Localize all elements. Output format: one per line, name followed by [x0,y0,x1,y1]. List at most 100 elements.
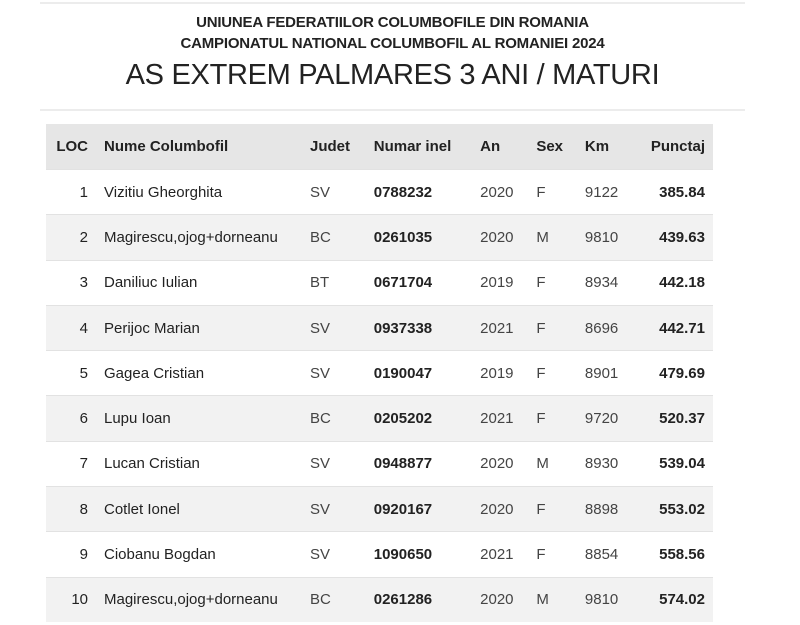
header-divider [40,109,745,111]
results-table: LOC Nume Columbofil Judet Numar inel An … [46,124,713,622]
cell-km: 9720 [576,395,634,442]
cell-judet: BC [302,214,366,261]
cell-inel: 0788232 [365,168,473,215]
cell-an: 2019 [472,350,529,396]
cell-an: 2020 [472,486,529,532]
cell-km: 9122 [576,168,634,215]
cell-punctaj: 439.63 [633,214,713,261]
cell-an: 2021 [472,304,529,351]
cell-loc: 2 [46,214,96,261]
cell-sex: M [528,440,577,487]
table-row: 6 Lupu Ioan BC 0205202 2021 F 9720 520.37 [46,395,713,442]
cell-loc: 4 [46,304,96,351]
cell-inel: 0937338 [365,304,473,351]
championship-name: CAMPIONATUL NATIONAL COLUMBOFIL AL ROMAN… [180,35,605,52]
cell-km: 9810 [576,576,634,622]
cell-judet: SV [302,350,366,396]
cell-km: 8930 [576,440,634,487]
cell-judet: SV [302,168,366,215]
cell-punctaj: 479.69 [633,350,713,396]
cell-punctaj: 385.84 [633,168,713,215]
col-punctaj: Punctaj [633,124,713,170]
col-judet: Judet [302,124,366,170]
cell-sex: F [528,304,577,351]
cell-name: Magirescu,ojog+dorneanu [96,576,302,622]
cell-loc: 6 [46,395,96,442]
cell-name: Magirescu,ojog+dorneanu [96,214,302,261]
cell-inel: 0671704 [365,259,473,306]
cell-sex: F [528,531,577,578]
col-sex: Sex [528,124,577,170]
cell-loc: 8 [46,486,96,532]
cell-loc: 1 [46,168,96,215]
cell-name: Ciobanu Bogdan [96,531,302,578]
cell-judet: BC [302,576,366,622]
cell-sex: M [528,576,577,622]
cell-name: Lucan Cristian [96,440,302,487]
cell-inel: 1090650 [365,531,473,578]
table-row: 1 Vizitiu Gheorghita SV 0788232 2020 F 9122 385… [46,168,713,215]
cell-name: Daniliuc Iulian [96,259,302,306]
cell-an: 2021 [472,395,529,442]
table-header-row: LOC Nume Columbofil Judet Numar inel An … [46,124,713,170]
federation-name: UNIUNEA FEDERATIILOR COLUMBOFILE DIN ROM… [196,14,589,31]
cell-judet: SV [302,486,366,532]
cell-name: Cotlet Ionel [96,486,302,532]
cell-punctaj: 553.02 [633,486,713,532]
cell-km: 8854 [576,531,634,578]
cell-km: 8901 [576,350,634,396]
cell-an: 2020 [472,214,529,261]
page-header: UNIUNEA FEDERATIILOR COLUMBOFILE DIN ROM… [40,12,745,93]
cell-km: 8696 [576,304,634,351]
cell-km: 9810 [576,214,634,261]
cell-punctaj: 574.02 [633,576,713,622]
cell-judet: BT [302,259,366,306]
cell-inel: 0190047 [365,350,473,396]
cell-inel: 0205202 [365,395,473,442]
cell-an: 2020 [472,576,529,622]
table-row: 3 Daniliuc Iulian BT 0671704 2019 F 8934 442.18 [46,259,713,306]
col-km: Km [576,124,634,170]
cell-inel: 0261286 [365,576,473,622]
cell-punctaj: 442.18 [633,259,713,306]
cell-km: 8898 [576,486,634,532]
cell-an: 2020 [472,168,529,215]
page-title: AS EXTREM PALMARES 3 ANI / MATURI [125,59,660,91]
cell-sex: F [528,168,577,215]
col-loc: LOC [46,124,96,170]
cell-sex: F [528,486,577,532]
cell-punctaj: 539.04 [633,440,713,487]
col-an: An [472,124,529,170]
cell-loc: 5 [46,350,96,396]
cell-an: 2020 [472,440,529,487]
cell-punctaj: 520.37 [633,395,713,442]
cell-loc: 9 [46,531,96,578]
cell-inel: 0261035 [365,214,473,261]
cell-an: 2021 [472,531,529,578]
cell-inel: 0948877 [365,440,473,487]
cell-inel: 0920167 [365,486,473,532]
table-row: 10 Magirescu,ojog+dorneanu BC 0261286 2020 M 9… [46,576,713,622]
cell-judet: BC [302,395,366,442]
cell-punctaj: 558.56 [633,531,713,578]
table-row: 8 Cotlet Ionel SV 0920167 2020 F 8898 553.02 [46,486,713,532]
top-divider [40,2,745,4]
cell-name: Lupu Ioan [96,395,302,442]
cell-sex: F [528,259,577,306]
col-inel: Numar inel [365,124,473,170]
cell-sex: F [528,395,577,442]
cell-judet: SV [302,531,366,578]
cell-judet: SV [302,304,366,351]
cell-punctaj: 442.71 [633,304,713,351]
cell-name: Vizitiu Gheorghita [96,168,302,215]
cell-judet: SV [302,440,366,487]
cell-loc: 10 [46,576,96,622]
cell-an: 2019 [472,259,529,306]
cell-sex: M [528,214,577,261]
table-row: 2 Magirescu,ojog+dorneanu BC 0261035 2020 M 98… [46,214,713,261]
cell-sex: F [528,350,577,396]
cell-loc: 7 [46,440,96,487]
cell-name: Gagea Cristian [96,350,302,396]
cell-loc: 3 [46,259,96,306]
table-row: 7 Lucan Cristian SV 0948877 2020 M 8930 539.04 [46,440,713,487]
